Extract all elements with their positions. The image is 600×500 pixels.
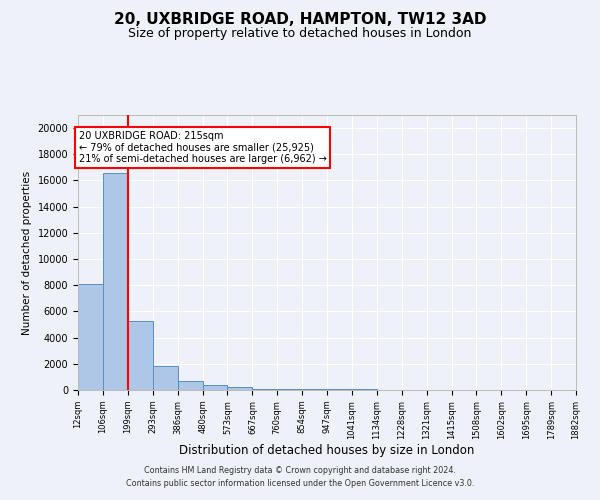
Text: Size of property relative to detached houses in London: Size of property relative to detached ho… [128,28,472,40]
X-axis label: Distribution of detached houses by size in London: Distribution of detached houses by size … [179,444,475,458]
Y-axis label: Number of detached properties: Number of detached properties [22,170,32,334]
Bar [253,388,277,390]
Bar [178,382,203,390]
Text: Contains HM Land Registry data © Crown copyright and database right 2024.
Contai: Contains HM Land Registry data © Crown c… [126,466,474,487]
Bar [227,388,253,390]
Bar [103,172,128,390]
Text: 20, UXBRIDGE ROAD, HAMPTON, TW12 3AD: 20, UXBRIDGE ROAD, HAMPTON, TW12 3AD [114,12,486,28]
Bar [78,284,103,390]
Bar [203,386,227,390]
Text: 20 UXBRIDGE ROAD: 215sqm
← 79% of detached houses are smaller (25,925)
21% of se: 20 UXBRIDGE ROAD: 215sqm ← 79% of detach… [79,130,326,164]
Bar [153,366,178,390]
Bar [128,320,153,390]
Bar [277,389,302,390]
Bar [302,389,327,390]
